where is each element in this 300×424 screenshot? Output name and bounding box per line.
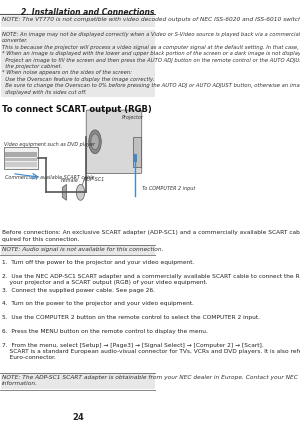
Bar <box>1 30 155 97</box>
Text: ADP-SC1: ADP-SC1 <box>83 178 104 182</box>
Text: Project an image to fill the screen and then press the AUTO ADJ button on the re: Project an image to fill the screen and … <box>2 58 300 62</box>
Text: Female: Female <box>61 179 79 184</box>
Text: 24: 24 <box>72 413 84 422</box>
Text: NOTE: The VT770 is not compatible with video decoded outputs of NEC ISS-6020 and: NOTE: The VT770 is not compatible with v… <box>2 17 300 22</box>
Text: 6.  Press the MENU button on the remote control to display the menu.: 6. Press the MENU button on the remote c… <box>2 329 208 334</box>
Polygon shape <box>62 184 67 200</box>
Text: SCART is a standard European audio-visual connector for TVs, VCRs and DVD player: SCART is a standard European audio-visua… <box>2 349 300 354</box>
Bar <box>1 16 155 27</box>
Text: * When an image is displayed with the lower and upper black portion of the scree: * When an image is displayed with the lo… <box>2 51 300 56</box>
Text: Projector: Projector <box>122 115 143 120</box>
Circle shape <box>76 184 85 200</box>
Text: Euro-connector.: Euro-connector. <box>2 355 56 360</box>
Text: displayed with its sides cut off.: displayed with its sides cut off. <box>2 90 87 95</box>
Bar <box>5 152 37 156</box>
Bar <box>4 147 38 169</box>
Text: 2. Installation and Connections: 2. Installation and Connections <box>21 8 154 17</box>
Text: Be sure to change the Overscan to 0% before pressing the AUTO ADJ or AUTO ADJUST: Be sure to change the Overscan to 0% bef… <box>2 83 300 88</box>
Text: 4.  Turn on the power to the projector and your video equipment.: 4. Turn on the power to the projector an… <box>2 301 194 307</box>
Text: NOTE: Audio signal is not available for this connection.: NOTE: Audio signal is not available for … <box>2 247 164 252</box>
Text: 1.  Turn off the power to the projector and your video equipment.: 1. Turn off the power to the projector a… <box>2 260 194 265</box>
Bar <box>1 245 155 255</box>
Text: NOTE: The ADP-SC1 SCART adapter is obtainable from your NEC dealer in Europe. Co: NOTE: The ADP-SC1 SCART adapter is obtai… <box>2 375 300 380</box>
FancyBboxPatch shape <box>86 110 142 173</box>
Bar <box>133 137 141 167</box>
Text: Use the Overscan feature to display the image correctly.: Use the Overscan feature to display the … <box>2 77 154 82</box>
Text: 7.  From the menu, select [Setup] → [Page3] → [Signal Select] → [Computer 2] → [: 7. From the menu, select [Setup] → [Page… <box>2 343 264 348</box>
Text: quired for this connection.: quired for this connection. <box>2 237 80 242</box>
Text: To connect SCART output (RGB): To connect SCART output (RGB) <box>2 105 152 114</box>
Text: the projector cabinet.: the projector cabinet. <box>2 64 62 69</box>
Text: Video equipment such as DVD player: Video equipment such as DVD player <box>4 142 95 147</box>
Text: 5.  Use the COMPUTER 2 button on the remote control to select the COMPUTER 2 inp: 5. Use the COMPUTER 2 button on the remo… <box>2 315 260 320</box>
Text: NOTE: An image may not be displayed correctly when a Video or S-Video source is : NOTE: An image may not be displayed corr… <box>2 32 300 37</box>
Text: Commercially available SCART cable: Commercially available SCART cable <box>5 175 95 179</box>
Bar <box>134 153 136 162</box>
Text: * When noise appears on the sides of the screen:: * When noise appears on the sides of the… <box>2 70 132 75</box>
Circle shape <box>89 130 101 153</box>
Circle shape <box>91 134 99 150</box>
Bar <box>1 373 155 389</box>
Text: Before connections: An exclusive SCART adapter (ADP-SC1) and a commercially avai: Before connections: An exclusive SCART a… <box>2 230 300 235</box>
Text: converter.: converter. <box>2 38 28 43</box>
Text: 3.  Connect the supplied power cable. See page 26.: 3. Connect the supplied power cable. See… <box>2 287 155 293</box>
Bar <box>5 162 37 167</box>
Text: This is because the projector will process a video signal as a computer signal a: This is because the projector will proce… <box>2 45 300 50</box>
Text: To COMPUTER 2 input: To COMPUTER 2 input <box>142 187 196 191</box>
Text: 2.  Use the NEC ADP-SC1 SCART adapter and a commercially available SCART cable t: 2. Use the NEC ADP-SC1 SCART adapter and… <box>2 273 300 279</box>
Text: information.: information. <box>2 381 38 386</box>
Bar <box>5 158 37 161</box>
Text: your projector and a SCART output (RGB) of your video equipment.: your projector and a SCART output (RGB) … <box>2 279 208 285</box>
